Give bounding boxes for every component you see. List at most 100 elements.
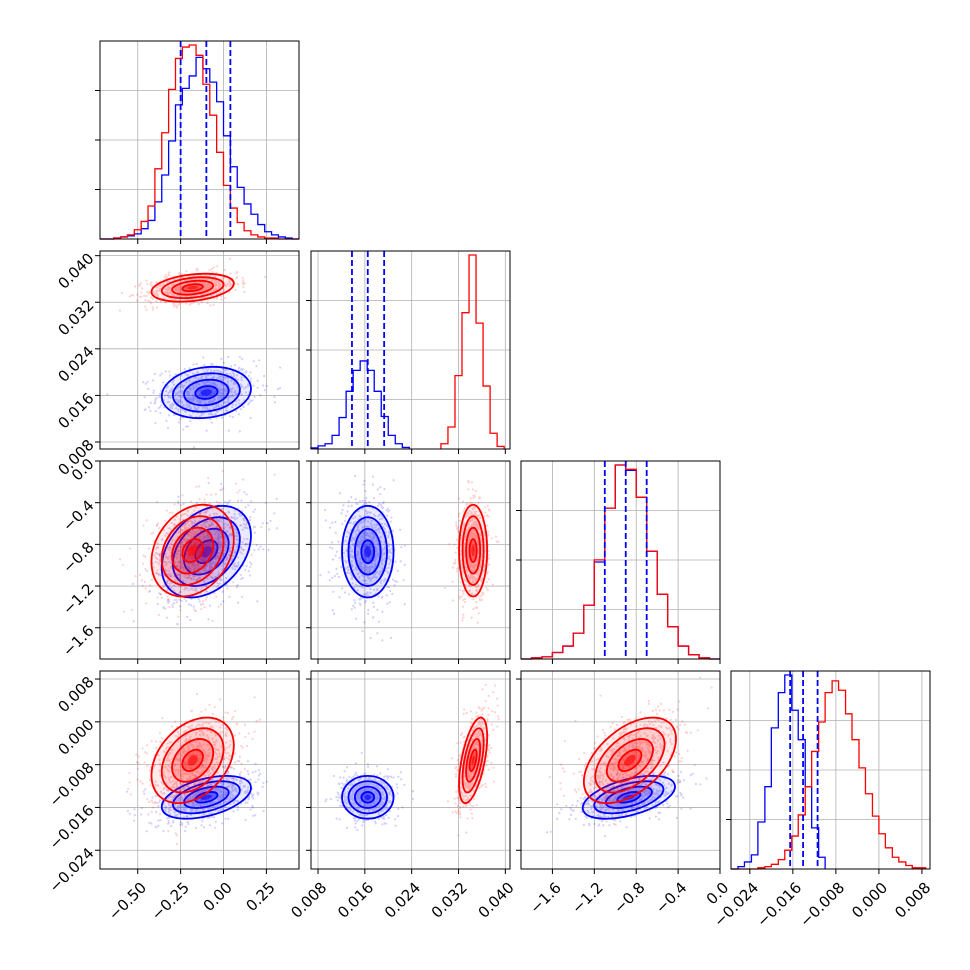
scatter-point [238,514,242,517]
scatter-point [211,279,214,283]
scatter-point [468,536,471,539]
scatter-point [201,288,204,292]
scatter-point [189,557,192,560]
scatter-point [369,543,372,546]
scatter-point [375,555,378,558]
scatter-point [158,559,161,562]
scatter-point [150,578,153,581]
scatter-point [249,400,252,403]
scatter-point [215,280,219,283]
scatter-point [192,588,195,592]
scatter-point [171,293,174,296]
scatter-point [205,285,208,289]
scatter-point [234,799,237,802]
scatter-point [169,547,172,550]
scatter-point [475,538,478,541]
scatter-point [473,536,477,539]
scatter-point [228,595,231,598]
scatter-point [173,598,176,602]
scatter-point [180,273,183,276]
scatter-point [211,778,214,781]
scatter-point [491,583,494,586]
scatter-point [241,281,245,284]
scatter-point [373,541,376,544]
contour-line [353,527,382,576]
scatter-point [332,590,335,593]
scatter-point [239,573,242,576]
scatter-point [352,543,355,546]
scatter-point [486,570,489,574]
scatter-point [223,543,227,546]
scatter-point [222,801,225,804]
scatter-point [255,365,258,368]
scatter-point [201,820,204,823]
scatter-point [256,600,259,603]
scatter-point [203,383,206,386]
scatter-point [264,501,268,504]
scatter-point [153,554,156,557]
scatter-point [209,523,212,527]
scatter-point [247,551,250,554]
scatter-point [181,529,184,532]
scatter-point [467,481,470,484]
scatter-point [190,400,193,403]
scatter-point [222,391,225,394]
scatter-point [355,553,358,557]
scatter-point [175,286,178,289]
scatter-point [197,302,200,306]
scatter-point [474,585,478,589]
scatter-point [175,574,178,577]
scatter-point [469,579,472,582]
scatter-point [218,546,221,549]
scatter-point [180,396,184,399]
scatter-point [368,535,371,538]
scatter-point [223,289,226,292]
scatter-point [462,525,465,528]
scatter-point [195,277,198,281]
scatter-point [370,565,373,568]
scatter-point [195,579,198,582]
scatter-point [149,409,152,412]
scatter-point [262,384,265,387]
scatter-point [216,582,219,585]
scatter-point [354,515,357,519]
scatter-point [457,497,461,500]
scatter-point [219,788,222,792]
scatter-point [214,287,218,290]
scatter-point [455,524,458,527]
scatter-point [181,566,184,570]
scatter-point [165,561,168,565]
scatter-point [197,541,201,544]
scatter-point [156,289,159,292]
scatter-point [228,526,231,529]
scatter-point [458,519,461,523]
scatter-point [229,272,232,275]
scatter-point [169,391,172,394]
scatter-point [380,563,384,566]
scatter-point [236,808,239,811]
scatter-point [234,552,237,555]
scatter-point [269,519,272,522]
scatter-point [148,291,151,294]
scatter-point [204,566,207,569]
scatter-point [149,302,153,305]
scatter-point [232,801,235,804]
scatter-point [213,382,217,386]
scatter-point [211,572,214,575]
scatter-point [363,621,366,624]
scatter-point [193,519,197,522]
scatter-point [197,548,201,551]
scatter-point [377,504,380,507]
scatter-point [472,541,475,544]
scatter-point [200,608,203,611]
scatter-point [175,398,178,401]
scatter-point [141,287,144,290]
scatter-point [191,564,194,567]
scatter-point [221,383,224,386]
scatter-point [199,546,202,549]
scatter-point [208,502,211,505]
scatter-point [194,376,197,379]
scatter-point [459,589,462,592]
scatter-point [156,542,159,545]
scatter-point [334,531,337,534]
